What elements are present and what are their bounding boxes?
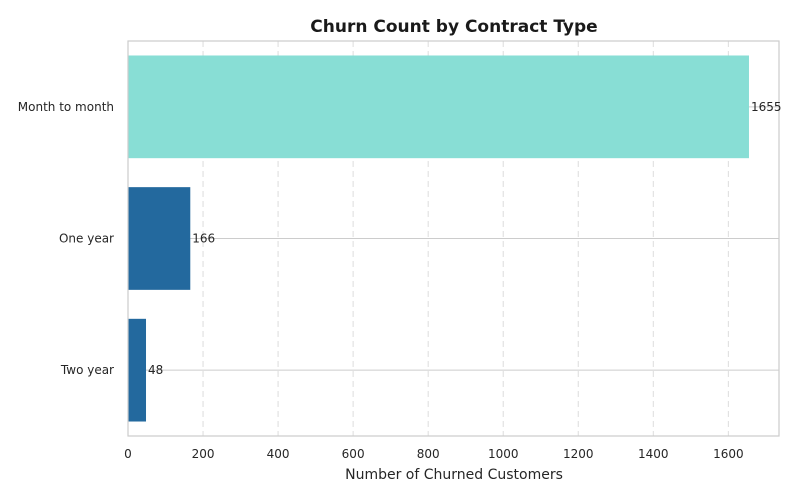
x-tick-label: 400 bbox=[267, 447, 290, 461]
data-label: 48 bbox=[148, 363, 163, 377]
x-tick-label: 600 bbox=[342, 447, 365, 461]
data-label: 1655 bbox=[751, 100, 782, 114]
y-tick-label: Two year bbox=[60, 363, 114, 377]
x-tick-label: 1000 bbox=[488, 447, 519, 461]
y-tick-label: Month to month bbox=[18, 100, 114, 114]
bar-two-year bbox=[128, 318, 147, 422]
x-tick-label: 0 bbox=[124, 447, 132, 461]
bar-one-year bbox=[128, 187, 191, 290]
x-tick-label: 1600 bbox=[713, 447, 744, 461]
plot-frame bbox=[127, 40, 780, 437]
chart-title: Churn Count by Contract Type bbox=[310, 17, 597, 37]
y-tick-label: One year bbox=[59, 232, 114, 246]
tick-labels: 0 200 400 600 800 1000 1200 1400 1600 Month to mo… bbox=[18, 100, 744, 461]
data-labels: 1655 166 48 bbox=[148, 100, 782, 377]
bars bbox=[128, 55, 749, 422]
data-label: 166 bbox=[192, 232, 215, 246]
x-tick-label: 200 bbox=[192, 447, 215, 461]
x-axis-label: Number of Churned Customers bbox=[345, 467, 563, 483]
x-tick-label: 800 bbox=[417, 447, 440, 461]
x-tick-label: 1400 bbox=[638, 447, 669, 461]
x-tick-label: 1200 bbox=[563, 447, 594, 461]
bar-month-to-month bbox=[128, 55, 749, 159]
